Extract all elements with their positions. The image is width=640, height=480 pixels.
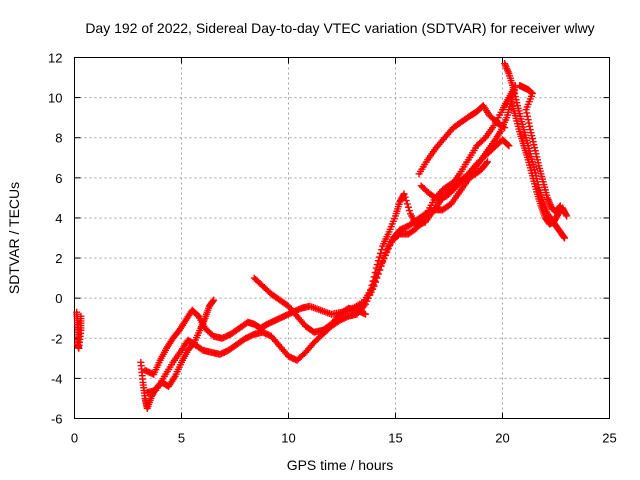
grid: [74, 57, 610, 419]
data-point: [404, 203, 412, 211]
data-point: [501, 124, 509, 132]
data-point: [210, 296, 218, 304]
data-point: [505, 142, 513, 150]
data-point: [405, 207, 413, 215]
data-point: [560, 233, 568, 241]
data-point: [379, 258, 387, 266]
data-point: [401, 193, 409, 201]
data-point: [523, 112, 531, 120]
data-point: [375, 253, 383, 261]
data-point: [524, 116, 532, 124]
series-track-9: [507, 98, 571, 228]
data-point: [383, 248, 391, 256]
data-point: [373, 260, 381, 268]
data-point: [367, 286, 375, 294]
data-point: [484, 158, 492, 166]
chart-title: Day 192 of 2022, Sidereal Day-to-day VTE…: [85, 20, 594, 36]
x-tick-label: 10: [281, 431, 295, 446]
data-point: [372, 264, 380, 272]
x-axis-label: GPS time / hours: [287, 457, 394, 473]
data-point: [504, 141, 512, 149]
series-track-8: [501, 60, 569, 242]
data-point: [523, 109, 531, 117]
data-point: [522, 106, 530, 114]
data-point: [366, 290, 374, 298]
data-point: [400, 190, 408, 198]
data-point: [368, 281, 376, 289]
data-point: [377, 249, 385, 257]
series-track-6: [415, 102, 509, 178]
y-tick-label: 8: [55, 131, 62, 146]
x-tick-label: 0: [71, 431, 78, 446]
x-tick-label: 20: [495, 431, 509, 446]
data-point: [378, 246, 386, 254]
data-point: [526, 122, 534, 130]
y-tick-label: 2: [55, 251, 62, 266]
y-tick-label: 6: [55, 171, 62, 186]
data-point: [77, 312, 85, 320]
tick-labels: 0 5 10 15 20 25 -6 -4 -2 0 2 4 6 8 10 12: [48, 51, 617, 446]
data-point: [386, 241, 394, 249]
series-track-7: [417, 158, 492, 204]
data-point: [482, 159, 490, 167]
data-point: [380, 255, 388, 263]
series-track-10: [516, 82, 564, 216]
data-point: [384, 245, 392, 253]
data-point: [209, 297, 217, 305]
data-markers: [73, 60, 571, 412]
data-point: [525, 119, 533, 127]
y-tick-label: 0: [55, 291, 62, 306]
data-point: [556, 202, 564, 210]
data-point: [362, 310, 370, 318]
x-tick-label: 15: [388, 431, 402, 446]
y-tick-label: -6: [51, 412, 63, 427]
data-point: [403, 200, 411, 208]
data-point: [563, 212, 571, 220]
data-point: [369, 277, 377, 285]
y-tick-label: -2: [51, 331, 63, 346]
data-point: [377, 262, 385, 270]
x-tick-label: 5: [178, 431, 185, 446]
series-track-0: [73, 308, 85, 352]
data-point: [562, 211, 570, 219]
data-point: [382, 251, 390, 259]
data-point: [371, 268, 379, 276]
y-tick-label: 12: [48, 51, 62, 66]
plot-frame: [74, 57, 610, 419]
y-tick-label: -4: [51, 371, 63, 386]
data-point: [402, 197, 410, 205]
data-point: [556, 203, 564, 211]
data-point: [376, 266, 384, 274]
data-point: [374, 257, 382, 265]
series-track-4: [250, 274, 370, 336]
y-tick-label: 10: [48, 91, 62, 106]
data-point: [370, 273, 378, 281]
x-tick-label: 25: [602, 431, 616, 446]
y-tick-label: 4: [55, 211, 62, 226]
data-point: [561, 234, 569, 242]
y-axis-label: SDTVAR / TECUs: [6, 182, 22, 294]
